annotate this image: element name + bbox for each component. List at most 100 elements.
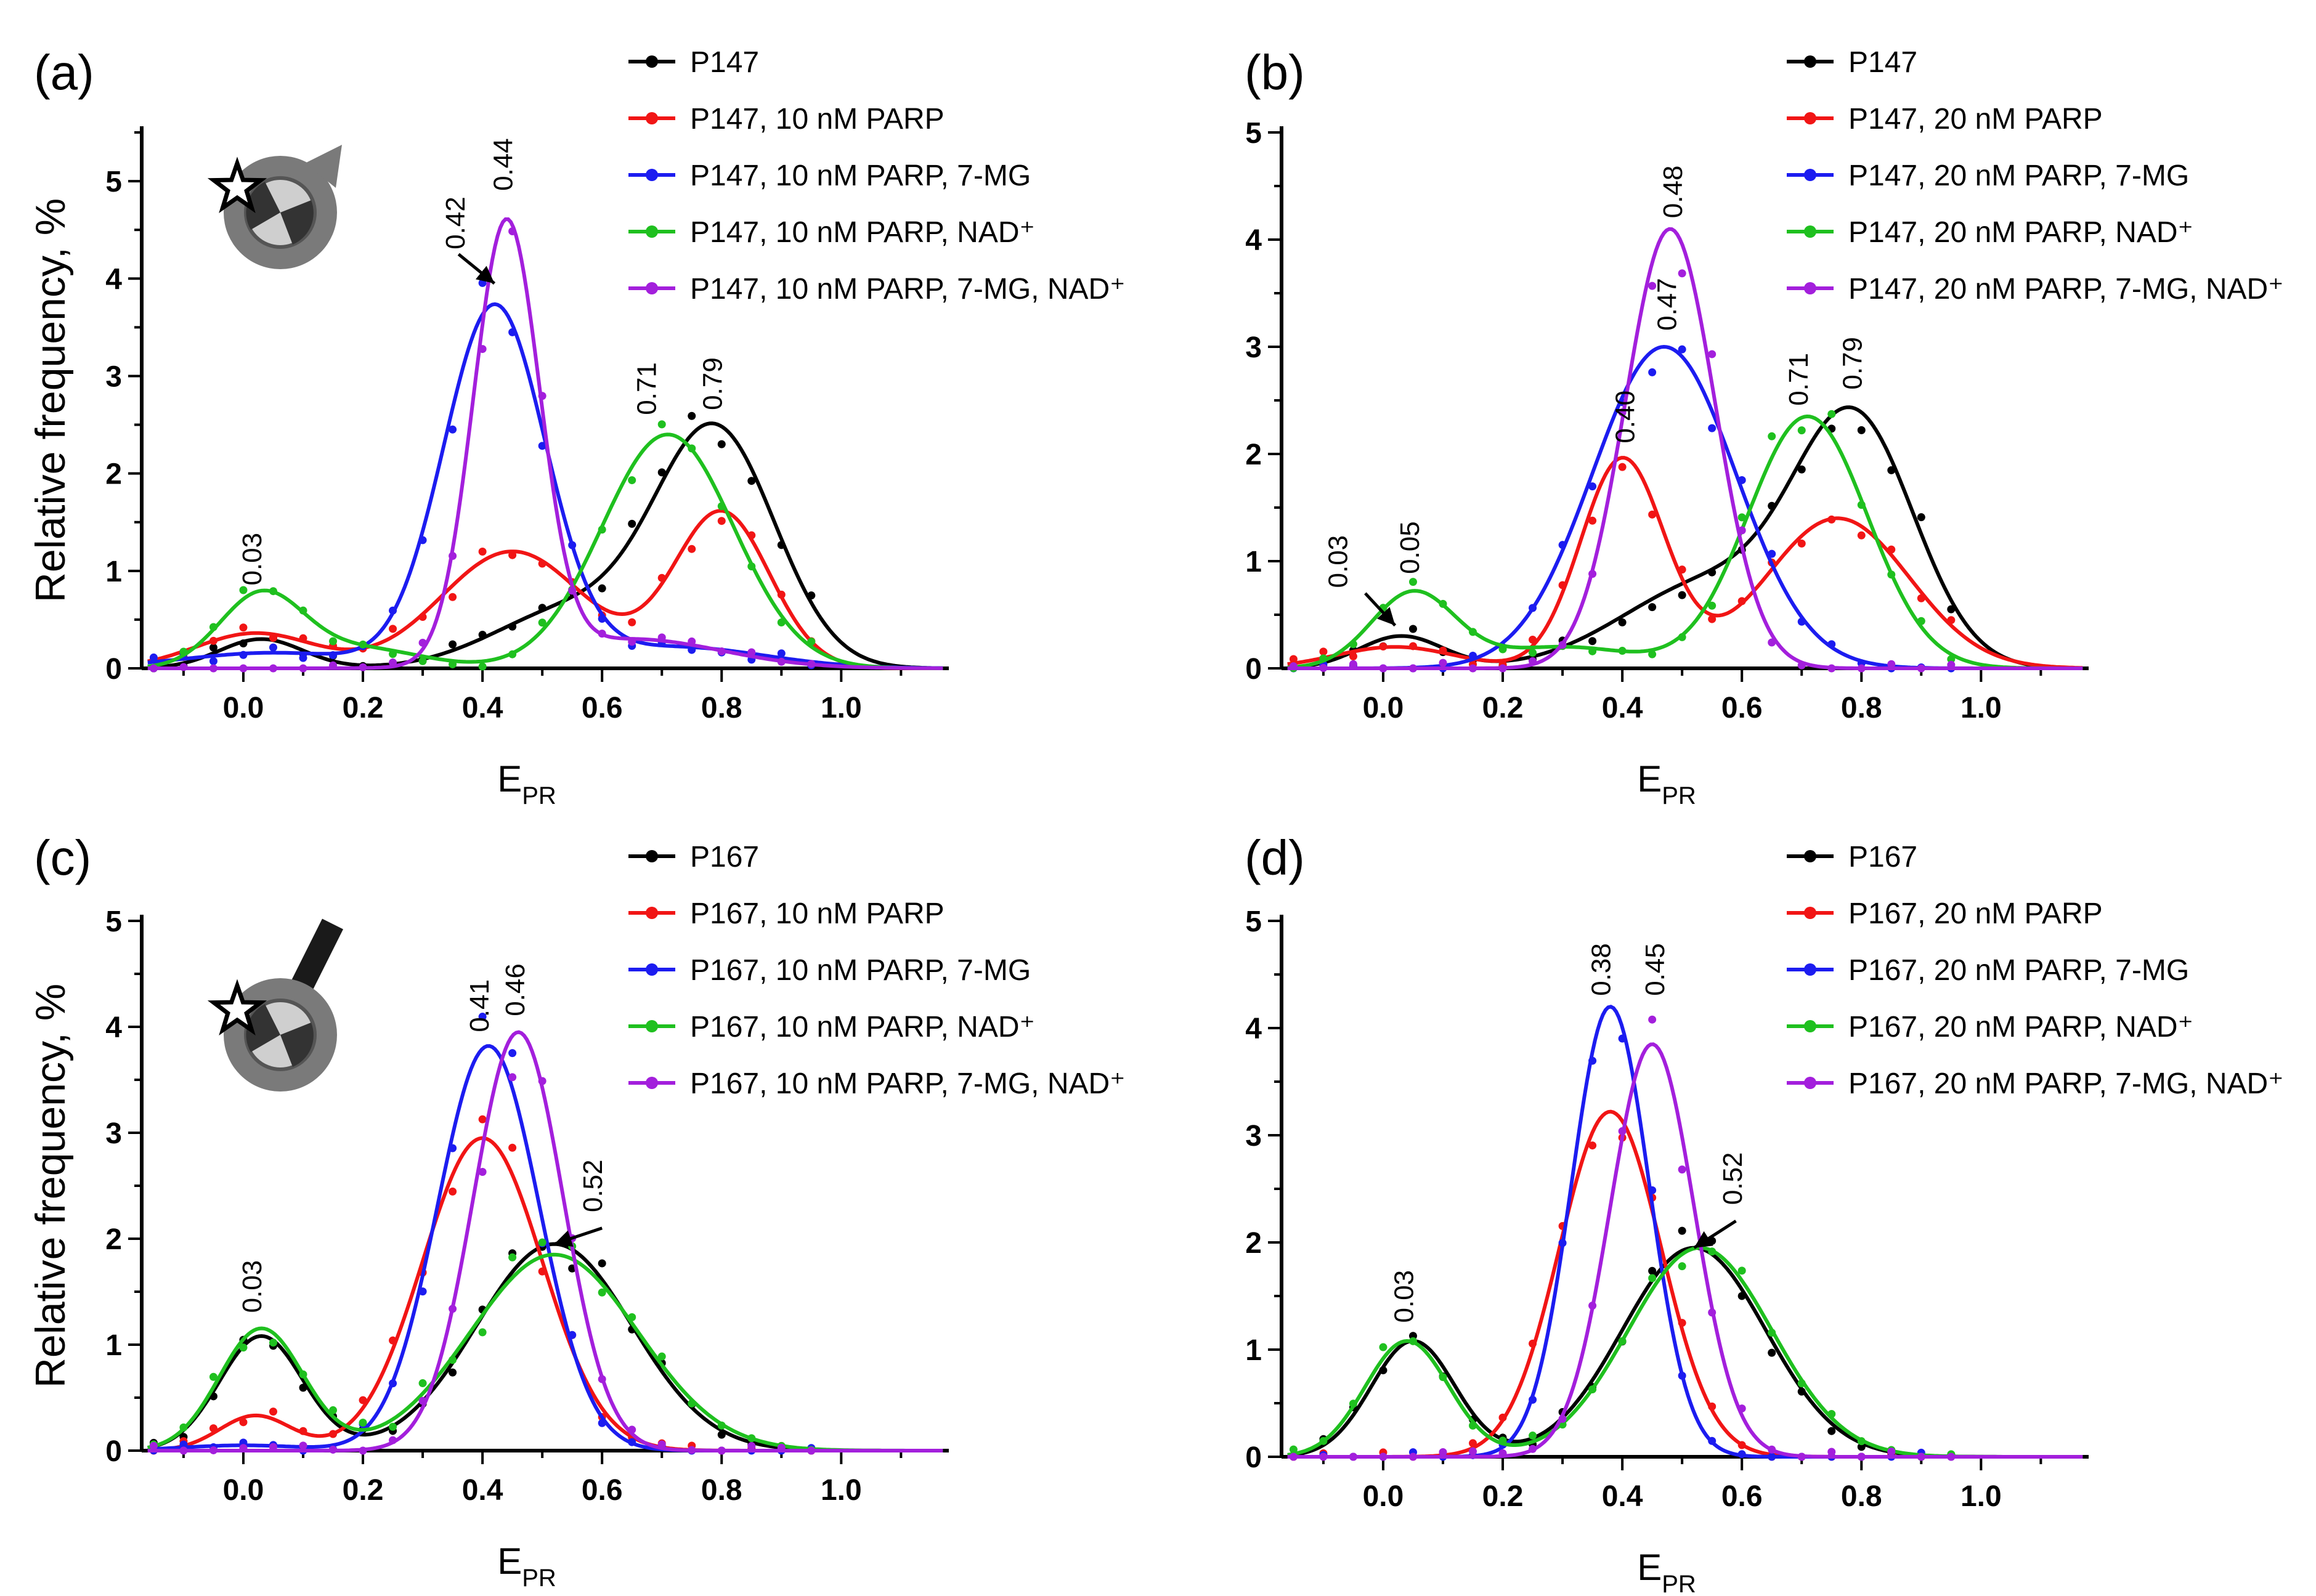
series-point-3 (717, 1421, 726, 1430)
legend-label: P147, 20 nM PARP (1848, 103, 2103, 136)
series-point-2 (478, 1013, 487, 1021)
x-axis-label: EPR (1637, 1547, 1696, 1596)
legend-swatch-marker (646, 169, 658, 181)
series-point-4 (329, 661, 338, 670)
series-point-2 (449, 1144, 457, 1152)
y-tick-label: 3 (105, 1117, 122, 1150)
series-point-3 (688, 1399, 696, 1408)
series-point-4 (209, 1446, 217, 1454)
y-axis-label: Relative frequency, % (27, 198, 74, 602)
series-point-4 (657, 1440, 666, 1449)
legend-label: P147, 20 nM PARP, 7-MG (1848, 160, 2189, 192)
series-point-0 (449, 1368, 457, 1377)
series-point-4 (1408, 1452, 1417, 1461)
series-point-4 (1618, 408, 1627, 417)
series-point-4 (1797, 1452, 1806, 1461)
series-point-2 (598, 1419, 606, 1427)
series-point-3 (1768, 1329, 1776, 1337)
series-point-3 (598, 1288, 606, 1297)
peak-annotation: 0.03 (1323, 535, 1354, 588)
series-point-3 (747, 562, 756, 570)
series-point-1 (269, 634, 277, 642)
series-point-4 (1588, 1302, 1597, 1310)
series-point-4 (1379, 1452, 1388, 1461)
series-curve-3 (147, 432, 943, 670)
series-point-4 (1469, 1447, 1477, 1456)
y-tick-label: 5 (105, 166, 122, 198)
y-tick-label: 5 (105, 905, 122, 938)
series-point-1 (688, 545, 696, 553)
legend-label: P167, 10 nM PARP, NAD⁺ (690, 1011, 1035, 1043)
legend-label: P167, 10 nM PARP (690, 897, 945, 930)
series-curve-3 (1287, 414, 2083, 670)
series-point-2 (1588, 1056, 1597, 1065)
series-point-4 (1439, 1448, 1447, 1457)
legend-swatch-marker (646, 907, 658, 919)
series-point-1 (747, 531, 756, 540)
series-point-3 (628, 476, 636, 485)
series-point-1 (1588, 1141, 1597, 1150)
legend-swatch-marker (646, 112, 658, 124)
series-point-1 (1319, 647, 1328, 656)
y-tick-label: 2 (1245, 1227, 1262, 1260)
legend-swatch-marker (1804, 1020, 1816, 1032)
series-point-3 (478, 662, 487, 671)
series-point-2 (449, 425, 457, 434)
x-axis-label: EPR (497, 1541, 556, 1592)
series-point-1 (1529, 635, 1537, 644)
series-point-1 (1588, 516, 1597, 525)
series-point-1 (418, 613, 427, 622)
legend-swatch-marker (1804, 963, 1816, 976)
peak-annotation: 0.71 (632, 362, 662, 415)
series-point-4 (508, 227, 517, 235)
y-tick-label: 4 (105, 1011, 122, 1044)
series-point-1 (1498, 1413, 1507, 1422)
series-point-1 (299, 1427, 307, 1435)
series-point-4 (807, 1446, 816, 1455)
series-point-4 (209, 664, 217, 673)
series-point-3 (1349, 1400, 1357, 1408)
series-point-2 (1648, 1186, 1657, 1194)
series-point-0 (1768, 501, 1776, 510)
y-tick-label: 5 (1245, 117, 1262, 150)
series-point-4 (1737, 526, 1746, 535)
series-point-1 (1827, 515, 1836, 524)
legend-label: P147, 20 nM PARP, NAD⁺ (1848, 216, 2193, 249)
series-point-4 (1737, 1404, 1746, 1413)
series-point-3 (418, 657, 427, 665)
legend-swatch-marker (1804, 1077, 1816, 1089)
series-point-3 (1737, 1266, 1746, 1275)
y-tick-label: 3 (105, 360, 122, 393)
legend-label: P147, 10 nM PARP, 7-MG, NAD⁺ (690, 273, 1126, 306)
series-point-1 (1379, 642, 1388, 651)
y-tick-label: 5 (1245, 905, 1262, 938)
series-point-1 (269, 1408, 277, 1416)
series-point-4 (1648, 1015, 1657, 1024)
legend-label: P167, 10 nM PARP, 7-MG, NAD⁺ (690, 1067, 1126, 1100)
legend-label: P167, 20 nM PARP, NAD⁺ (1848, 1011, 2193, 1043)
series-point-3 (1498, 1436, 1507, 1445)
y-tick-label: 1 (105, 1329, 122, 1362)
series-point-1 (449, 593, 457, 601)
nucleosome-icon (207, 145, 342, 269)
series-curve-1 (1287, 456, 2083, 670)
series-point-4 (1618, 1127, 1627, 1135)
series-point-3 (1797, 426, 1806, 435)
series-point-3 (179, 647, 188, 656)
series-point-2 (1768, 549, 1776, 558)
series-point-4 (717, 647, 726, 656)
series-point-4 (1678, 1165, 1686, 1174)
series-point-0 (1917, 513, 1925, 522)
series-point-2 (1558, 541, 1567, 549)
series-point-3 (1588, 647, 1597, 655)
x-tick-label: 0.0 (223, 1474, 264, 1507)
peak-annotation: 0.38 (1587, 943, 1617, 996)
y-tick-label: 0 (105, 653, 122, 686)
y-tick-label: 1 (1245, 546, 1262, 578)
series-point-4 (1708, 1308, 1717, 1317)
series-point-3 (1618, 1337, 1627, 1345)
series-point-3 (508, 1253, 517, 1262)
series-point-4 (688, 1446, 696, 1454)
series-point-4 (239, 1444, 248, 1452)
y-tick-label: 0 (1245, 653, 1262, 686)
